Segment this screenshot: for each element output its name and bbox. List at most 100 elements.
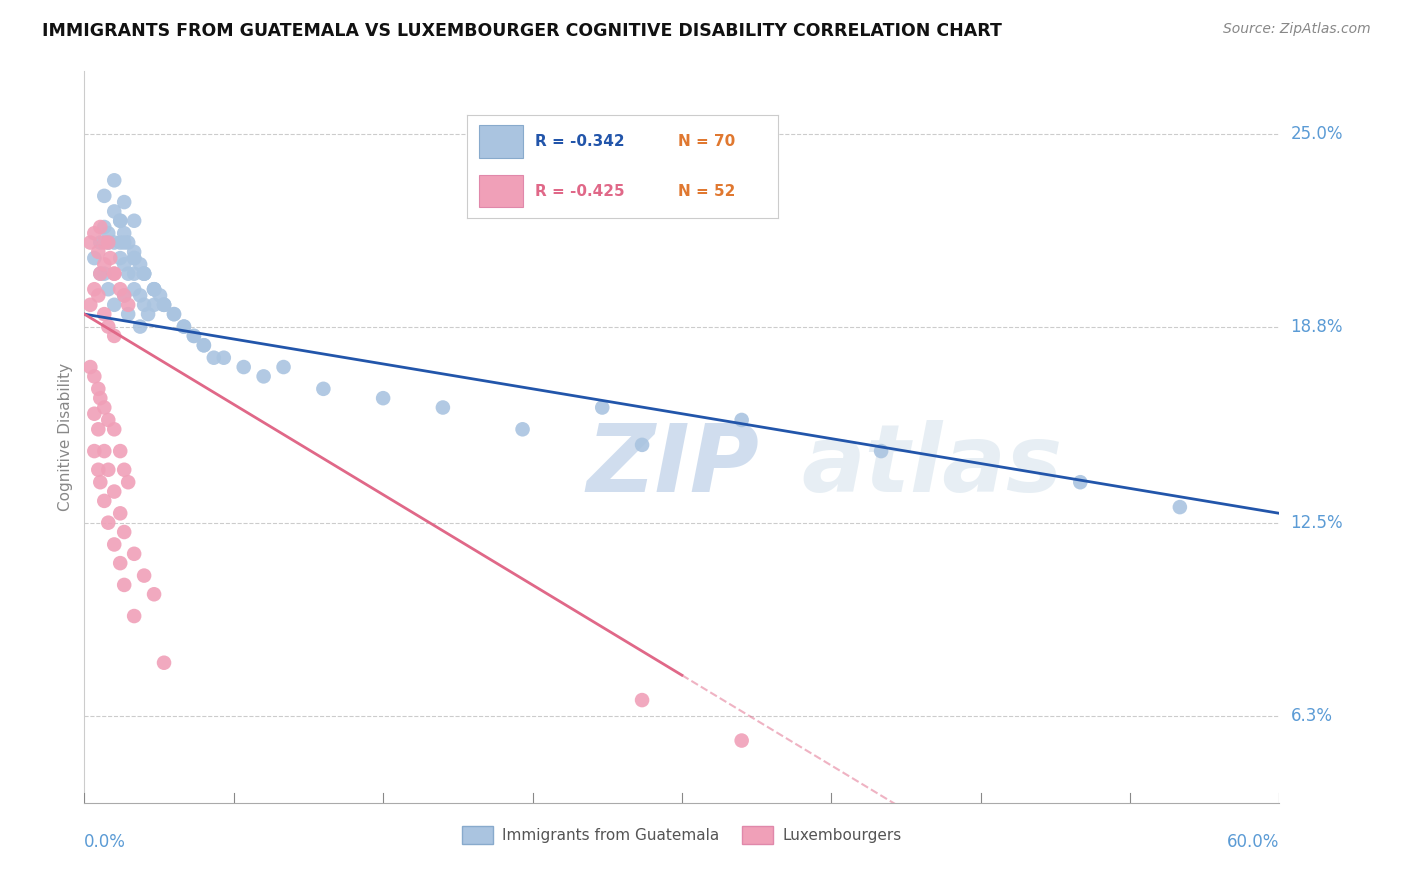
Point xyxy=(89,475,111,490)
Y-axis label: Cognitive Disability: Cognitive Disability xyxy=(58,363,73,511)
Point xyxy=(89,235,111,250)
Point xyxy=(117,298,139,312)
Point xyxy=(79,235,101,250)
Point xyxy=(193,338,215,352)
Point xyxy=(122,282,145,296)
Point xyxy=(112,288,135,302)
Point xyxy=(112,226,135,240)
Point xyxy=(129,288,152,302)
Point xyxy=(1168,500,1191,515)
Point xyxy=(103,267,125,281)
Point xyxy=(110,251,132,265)
Point xyxy=(1069,475,1091,490)
Point xyxy=(97,282,120,296)
Point xyxy=(83,407,105,421)
Point xyxy=(93,267,115,281)
Point xyxy=(129,319,152,334)
Point xyxy=(103,173,125,187)
Point xyxy=(83,369,105,384)
Point xyxy=(112,463,135,477)
Point xyxy=(173,319,195,334)
Point xyxy=(122,609,145,624)
Text: 25.0%: 25.0% xyxy=(1291,125,1343,143)
Point xyxy=(153,298,176,312)
Point xyxy=(432,401,454,415)
Point xyxy=(110,213,132,227)
Point xyxy=(153,298,176,312)
Point xyxy=(122,547,145,561)
Point xyxy=(97,226,120,240)
Point xyxy=(103,537,125,551)
Point xyxy=(117,307,139,321)
Point xyxy=(153,656,176,670)
Point xyxy=(122,267,145,281)
Point xyxy=(103,235,125,250)
Point xyxy=(97,235,120,250)
Point xyxy=(79,359,101,374)
Text: IMMIGRANTS FROM GUATEMALA VS LUXEMBOURGER COGNITIVE DISABILITY CORRELATION CHART: IMMIGRANTS FROM GUATEMALA VS LUXEMBOURGE… xyxy=(42,22,1002,40)
Point xyxy=(122,244,145,259)
Point xyxy=(870,444,893,458)
Point xyxy=(122,251,145,265)
Text: 0.0%: 0.0% xyxy=(84,833,127,851)
Point xyxy=(112,288,135,302)
Point xyxy=(312,382,335,396)
Point xyxy=(183,329,205,343)
Point xyxy=(117,267,139,281)
Point xyxy=(112,195,135,210)
Point xyxy=(110,506,132,520)
Point xyxy=(83,226,105,240)
Point xyxy=(93,401,115,415)
Point xyxy=(591,401,613,415)
Point xyxy=(373,391,395,405)
Point xyxy=(143,282,166,296)
Point xyxy=(143,298,166,312)
Point xyxy=(117,475,139,490)
Point xyxy=(103,484,125,499)
Point xyxy=(731,733,754,747)
Point xyxy=(232,359,254,374)
Point xyxy=(93,307,115,321)
Point xyxy=(87,422,110,436)
Point xyxy=(132,267,156,281)
Point xyxy=(143,587,166,601)
Point xyxy=(112,235,135,250)
Point xyxy=(83,251,105,265)
Point xyxy=(93,257,115,271)
Point xyxy=(89,267,111,281)
Point xyxy=(132,267,156,281)
Point xyxy=(87,288,110,302)
Text: atlas: atlas xyxy=(801,420,1063,512)
Point xyxy=(112,257,135,271)
Point xyxy=(103,329,125,343)
Point xyxy=(97,413,120,427)
Point xyxy=(110,282,132,296)
Point xyxy=(129,257,152,271)
Point xyxy=(93,219,115,234)
Point xyxy=(273,359,295,374)
Point xyxy=(93,189,115,203)
Point xyxy=(122,213,145,227)
Point xyxy=(631,693,654,707)
Point xyxy=(112,524,135,539)
Point xyxy=(512,422,534,436)
Text: Source: ZipAtlas.com: Source: ZipAtlas.com xyxy=(1223,22,1371,37)
Point xyxy=(97,516,120,530)
Point xyxy=(132,568,156,582)
Point xyxy=(103,422,125,436)
Point xyxy=(163,307,186,321)
Point xyxy=(83,444,105,458)
Point xyxy=(103,204,125,219)
Point xyxy=(132,298,156,312)
Point xyxy=(93,444,115,458)
Point xyxy=(97,319,120,334)
Point xyxy=(89,219,111,234)
Point xyxy=(212,351,235,365)
Point xyxy=(103,298,125,312)
Point xyxy=(153,298,176,312)
Point xyxy=(110,235,132,250)
Text: ZIP: ZIP xyxy=(586,420,759,512)
Point xyxy=(731,413,754,427)
Point xyxy=(93,494,115,508)
Point xyxy=(122,251,145,265)
